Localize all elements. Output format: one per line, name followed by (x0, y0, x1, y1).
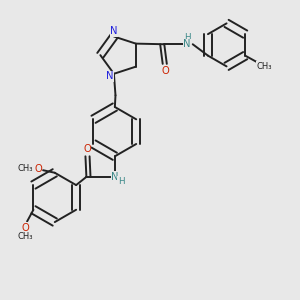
Text: N: N (111, 172, 118, 182)
Text: N: N (106, 71, 113, 81)
Text: CH₃: CH₃ (18, 164, 33, 173)
Text: O: O (22, 223, 29, 233)
Text: CH₃: CH₃ (256, 62, 272, 71)
Text: N: N (110, 26, 118, 36)
Text: O: O (83, 144, 91, 154)
Text: O: O (161, 66, 169, 76)
Text: H: H (184, 33, 190, 42)
Text: H: H (118, 177, 124, 186)
Text: O: O (34, 164, 42, 174)
Text: N: N (183, 39, 191, 49)
Text: CH₃: CH₃ (18, 232, 33, 241)
